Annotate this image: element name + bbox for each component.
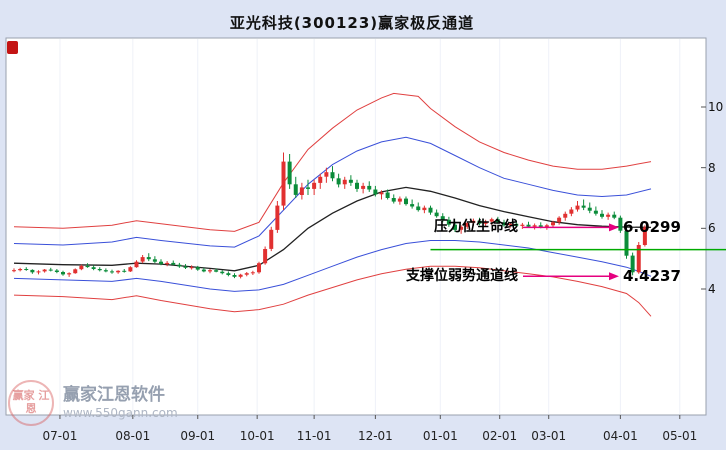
lower-channel-blue-line (13, 240, 652, 292)
pressure-arrowhead-icon (609, 223, 619, 232)
watermark: 赢家 江恩 赢家江恩软件 www.550gann.com (8, 380, 178, 426)
life-line-black (13, 186, 652, 272)
x-tick-label: 02-01 (482, 429, 518, 443)
x-tick-label: 05-01 (662, 429, 698, 443)
y-tick-label: 4 (708, 281, 716, 296)
x-tick-label: 07-01 (42, 429, 78, 443)
support-annotation-label: 支撑位弱势通道线 (406, 268, 518, 285)
x-tick-label: 09-01 (180, 429, 216, 443)
x-tick-label: 10-01 (239, 429, 275, 443)
y-tick-label: 6 (708, 221, 716, 236)
chart-title: 亚光科技(300123)赢家极反通道 (229, 14, 475, 32)
x-tick-label: 11-01 (296, 429, 332, 443)
y-tick-label: 10 (708, 100, 724, 114)
watermark-url: www.550gann.com (63, 406, 178, 420)
watermark-logo-text: 赢家 江恩 (12, 389, 50, 415)
red-logo-mark-icon (7, 41, 18, 54)
x-tick-label: 08-01 (115, 429, 151, 443)
x-tick-label: 03-01 (531, 429, 567, 443)
x-tick-label: 04-01 (602, 429, 638, 443)
watermark-brand: 赢家江恩软件 (63, 385, 165, 405)
x-tick-label: 01-01 (422, 429, 458, 443)
watermark-logo-icon: 赢家 江恩 (8, 380, 54, 426)
support-arrowhead-icon (609, 272, 619, 281)
lower-channel-red-line (13, 265, 652, 317)
upper-channel-red-line (13, 92, 652, 232)
plot-area (5, 37, 707, 416)
x-tick-label: 12-01 (357, 429, 393, 443)
y-tick-label: 8 (708, 160, 716, 175)
support-annotation-value: 4.4237 (623, 267, 681, 286)
upper-channel-blue-line (13, 136, 652, 248)
pressure-annotation-label: 压力位生命线 (434, 219, 518, 236)
pressure-annotation-value: 6.0299 (623, 218, 681, 237)
